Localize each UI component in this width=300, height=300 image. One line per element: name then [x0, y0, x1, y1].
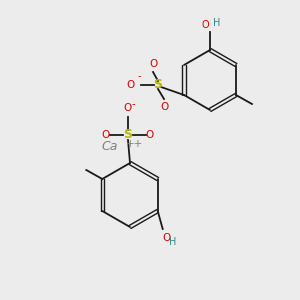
Text: Ca: Ca [102, 140, 118, 154]
Text: S: S [154, 79, 163, 92]
Text: O: O [127, 80, 135, 90]
Text: O: O [146, 130, 154, 140]
Text: O: O [160, 102, 168, 112]
Text: ++: ++ [126, 139, 143, 149]
Text: O: O [102, 130, 110, 140]
Text: H: H [169, 237, 176, 247]
Text: -: - [131, 99, 135, 109]
Text: O: O [124, 103, 132, 113]
Text: O: O [163, 233, 171, 243]
Text: -: - [137, 71, 141, 81]
Text: H: H [213, 18, 220, 28]
Text: S: S [124, 128, 133, 142]
Text: O: O [149, 59, 157, 69]
Text: O: O [201, 20, 209, 30]
